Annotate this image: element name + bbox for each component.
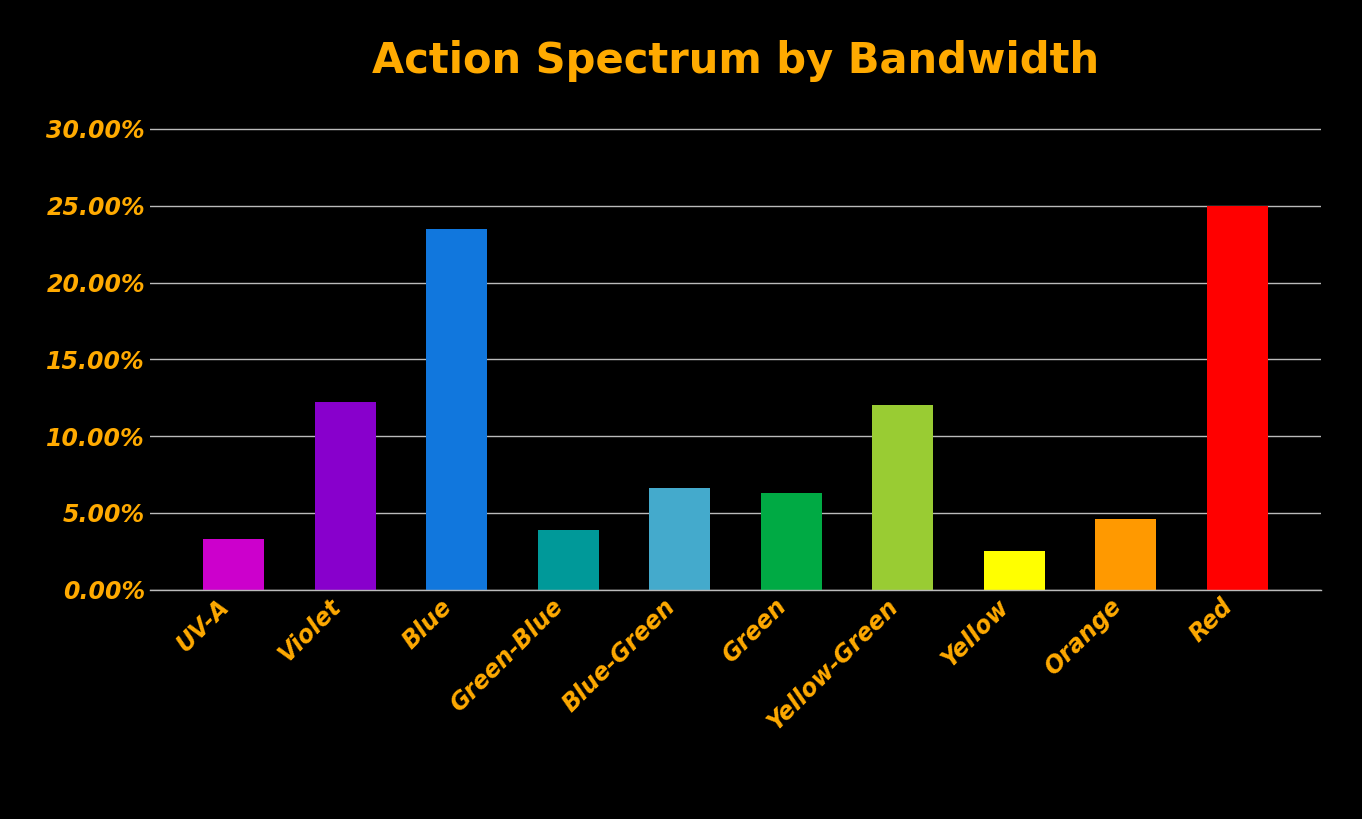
Bar bbox=[650, 488, 711, 590]
Bar bbox=[1207, 206, 1268, 590]
Bar bbox=[315, 402, 376, 590]
Bar bbox=[538, 530, 599, 590]
Bar bbox=[983, 551, 1045, 590]
Bar bbox=[760, 493, 821, 590]
Bar bbox=[203, 539, 264, 590]
Bar bbox=[872, 405, 933, 590]
Bar bbox=[426, 229, 488, 590]
Title: Action Spectrum by Bandwidth: Action Spectrum by Bandwidth bbox=[372, 40, 1099, 82]
Bar bbox=[1095, 519, 1156, 590]
